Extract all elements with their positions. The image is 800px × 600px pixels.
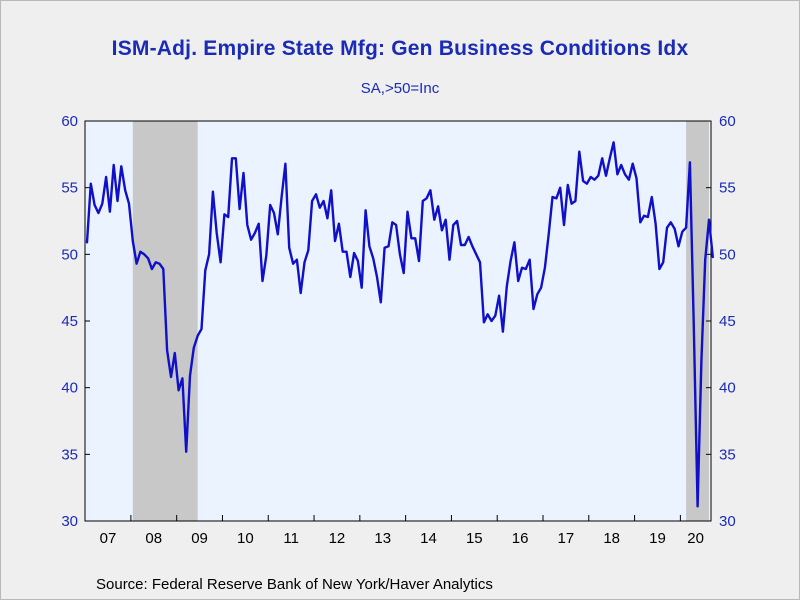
x-tick-label: 14	[420, 530, 437, 547]
y-tick-label-left: 60	[61, 113, 78, 130]
source-note: Source: Federal Reserve Bank of New York…	[96, 576, 493, 593]
x-tick-label: 11	[283, 530, 299, 547]
x-tick-label: 10	[237, 530, 254, 547]
x-tick-label: 20	[687, 530, 704, 547]
chart-title: ISM-Adj. Empire State Mfg: Gen Business …	[111, 37, 689, 60]
y-tick-label-left: 50	[61, 246, 78, 263]
x-tick-label: 07	[100, 530, 117, 547]
y-tick-label-left: 40	[61, 380, 78, 397]
y-tick-label-right: 40	[719, 380, 736, 397]
y-tick-label-left: 55	[61, 180, 78, 197]
x-tick-label: 15	[466, 530, 483, 547]
x-tick-label: 17	[558, 530, 575, 547]
x-tick-label: 08	[145, 530, 162, 547]
y-tick-label-right: 30	[719, 513, 736, 530]
y-tick-label-left: 35	[61, 446, 78, 463]
y-tick-label-right: 60	[719, 113, 736, 130]
x-tick-label: 09	[191, 530, 208, 547]
y-tick-label-right: 50	[719, 246, 736, 263]
y-tick-label-right: 55	[719, 180, 736, 197]
y-tick-label-left: 30	[61, 513, 78, 530]
y-tick-label-right: 35	[719, 446, 736, 463]
x-tick-label: 13	[374, 530, 391, 547]
y-tick-label-right: 45	[719, 313, 736, 330]
x-tick-label: 16	[512, 530, 529, 547]
x-tick-label: 12	[329, 530, 346, 547]
chart-subtitle: SA,>50=Inc	[360, 80, 440, 97]
x-tick-label: 19	[649, 530, 666, 547]
series-line	[85, 141, 714, 508]
y-tick-label-left: 45	[61, 313, 78, 330]
x-tick-label: 18	[603, 530, 620, 547]
